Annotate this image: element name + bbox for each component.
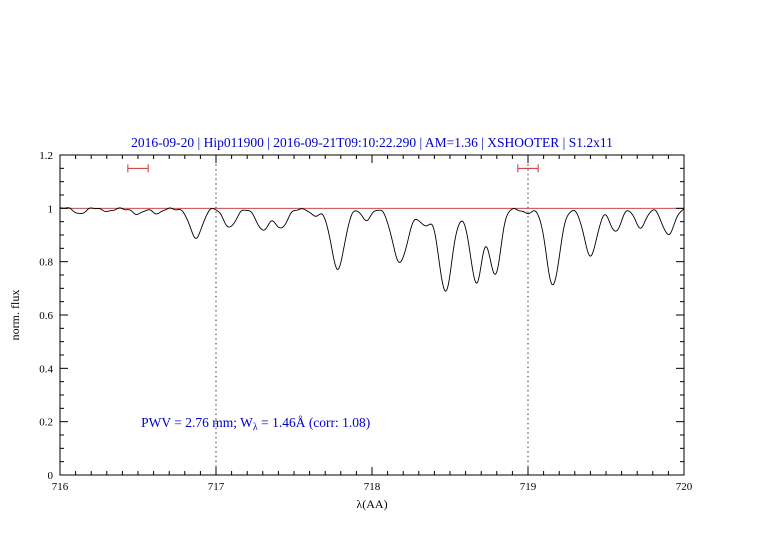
axis-ticks xyxy=(59,154,685,476)
x-tick-label: 720 xyxy=(676,481,693,493)
y-tick-label: 1.2 xyxy=(39,150,53,162)
plot-title: 2016-09-20 | Hip011900 | 2016-09-21T09:1… xyxy=(131,135,613,150)
pwv-annotation-sub: λ xyxy=(253,422,258,433)
pwv-annotation-post: = 1.46Å (corr: 1.08) xyxy=(258,415,371,430)
x-tick-label: 719 xyxy=(520,481,537,493)
spectrum-series xyxy=(59,207,685,292)
spectrum-curve xyxy=(59,207,685,292)
pwv-annotation-pre: PWV = 2.76 mm; W xyxy=(141,415,253,430)
reference-lines xyxy=(60,155,684,475)
y-tick-label: 0.6 xyxy=(39,310,53,322)
y-tick-label: 0.4 xyxy=(39,363,53,375)
range-markers xyxy=(127,164,539,173)
pwv-annotation: PWV = 2.76 mm; Wλ = 1.46Å (corr: 1.08) xyxy=(141,415,370,433)
y-tick-label: 0.8 xyxy=(39,257,53,269)
y-tick-label: 1 xyxy=(48,203,54,215)
y-axis-label: norm. flux xyxy=(8,290,22,341)
x-tick-label: 718 xyxy=(364,481,381,493)
x-tick-label: 717 xyxy=(208,481,225,493)
tick-labels: 716 717 718 719 720 0 0.2 0.4 0.6 0.8 1 1.2 xyxy=(39,150,693,493)
x-axis-label: λ(AA) xyxy=(356,497,387,511)
y-tick-label: 0 xyxy=(48,470,54,482)
y-tick-label: 0.2 xyxy=(39,417,53,429)
x-tick-label: 716 xyxy=(52,481,69,493)
